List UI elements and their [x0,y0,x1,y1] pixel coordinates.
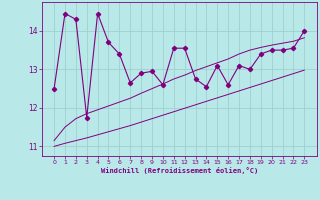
X-axis label: Windchill (Refroidissement éolien,°C): Windchill (Refroidissement éolien,°C) [100,167,258,174]
